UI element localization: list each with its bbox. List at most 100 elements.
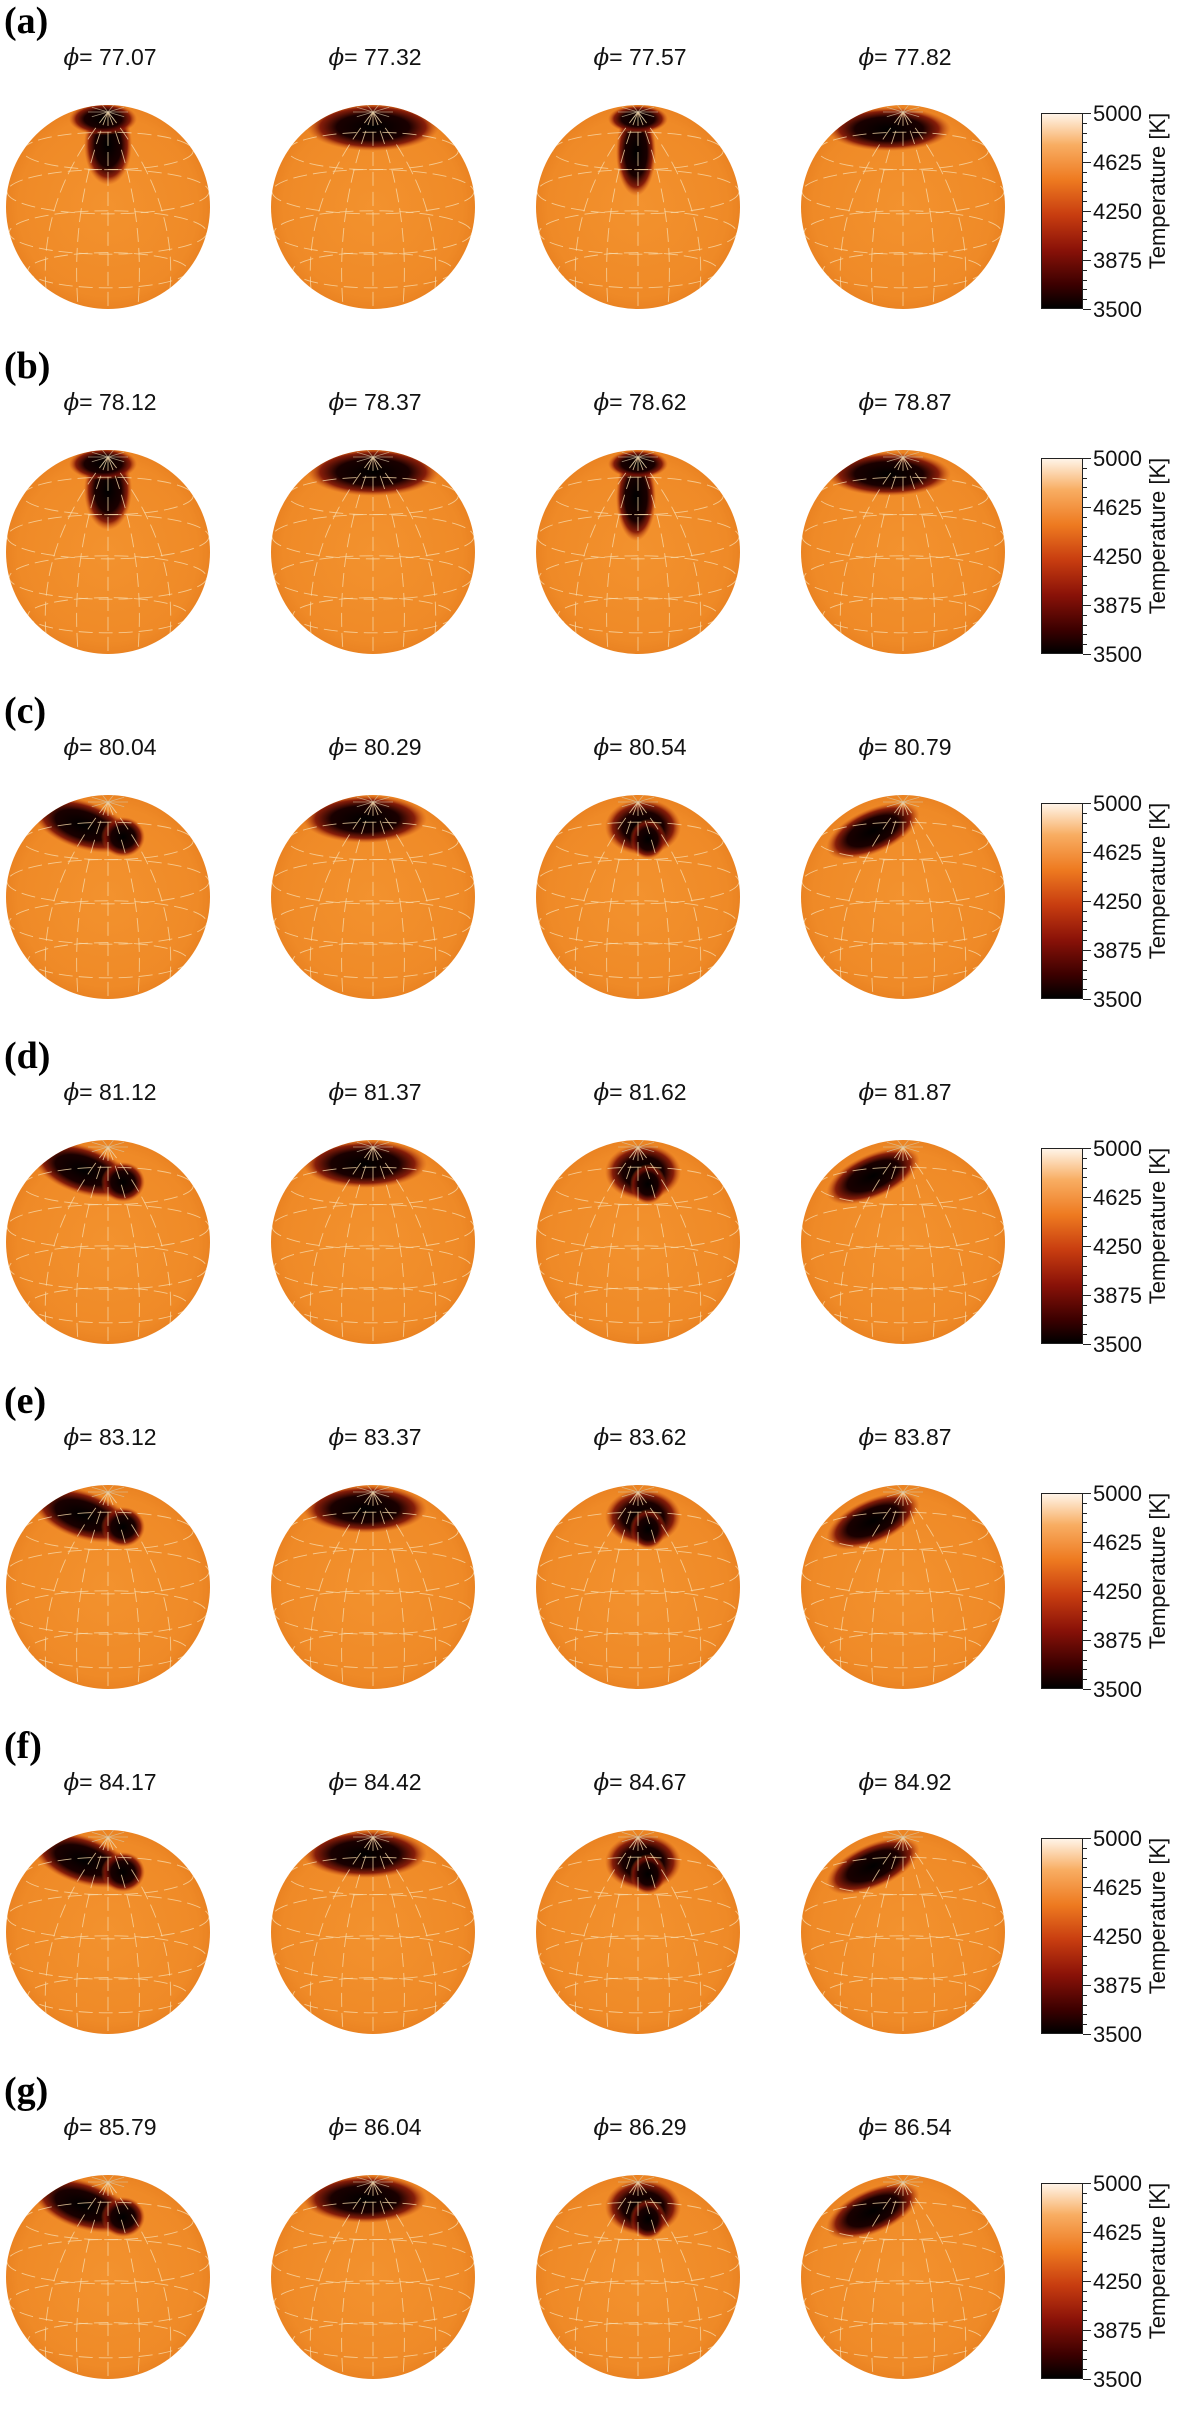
colorbar-tick — [1083, 861, 1087, 863]
colorbar-tick — [1083, 1177, 1087, 1179]
colorbar-tick — [1083, 595, 1087, 597]
colorbar-tick — [1083, 871, 1087, 873]
colorbar-tick — [1083, 1659, 1087, 1661]
star-surface-map — [536, 795, 740, 999]
colorbar-tick — [1083, 1148, 1091, 1149]
colorbar-tick — [1083, 654, 1091, 655]
cool-spot — [307, 450, 439, 496]
cool-spot — [827, 452, 951, 496]
phase-value: 77.32 — [363, 44, 422, 70]
cool-spot — [827, 107, 951, 151]
phase-value: 81.62 — [628, 1079, 687, 1105]
colorbar-tick — [1083, 142, 1087, 144]
colorbar-tick — [1083, 920, 1087, 922]
colorbar-tick — [1083, 822, 1087, 824]
colorbar-tick — [1083, 526, 1087, 528]
colorbar-tick — [1083, 230, 1087, 232]
colorbar-tick — [1083, 1197, 1091, 1198]
colorbar-tick — [1083, 1669, 1087, 1671]
colorbar-ticks — [1083, 2183, 1091, 2380]
phase-value: 81.12 — [98, 1079, 157, 1105]
colorbar-tick-label: 3875 — [1093, 593, 1142, 618]
stellar-disk — [536, 2175, 740, 2379]
star-projection — [536, 2175, 740, 2379]
colorbar-tick-label: 3500 — [1093, 987, 1142, 1012]
colorbar-tick-label: 4250 — [1093, 1234, 1142, 1259]
colorbar-tick — [1083, 2004, 1087, 2006]
panel-label: (e) — [4, 1380, 47, 1422]
colorbar-tick — [1083, 891, 1087, 893]
colorbar-tick — [1083, 832, 1087, 834]
temperature-colorbar — [1041, 803, 1083, 999]
star-surface-map — [536, 1140, 740, 1344]
colorbar-ticks — [1083, 1493, 1091, 1690]
colorbar-tick — [1083, 2359, 1087, 2361]
colorbar-tick-label: 4250 — [1093, 2269, 1142, 2294]
star-surface-map — [801, 1485, 1005, 1689]
colorbar-tick-label: 4625 — [1093, 1185, 1142, 1210]
star-projection — [801, 105, 1005, 309]
colorbar-tick-label: 3875 — [1093, 2318, 1142, 2343]
star-projection — [271, 105, 475, 309]
phi-symbol: ϕ — [328, 45, 345, 71]
phi-symbol: ϕ — [328, 390, 345, 416]
cool-spot — [303, 1830, 427, 1878]
star-surface-map — [6, 2175, 210, 2379]
phi-symbol: ϕ — [593, 45, 610, 71]
rotation-phase-label: ϕ= 85.79 — [63, 2114, 157, 2141]
phase-value: 85.79 — [98, 2114, 157, 2140]
phase-value: 80.04 — [98, 734, 157, 760]
phase-value: 84.42 — [363, 1769, 422, 1795]
star-projection — [271, 1485, 475, 1689]
colorbar-tick — [1083, 969, 1087, 971]
colorbar-tick — [1083, 950, 1091, 951]
phase-value: 83.62 — [628, 1424, 687, 1450]
colorbar-tick — [1083, 1157, 1087, 1159]
phi-symbol: ϕ — [858, 390, 875, 416]
colorbar-tick — [1083, 1295, 1091, 1296]
panel-label: (g) — [4, 2070, 49, 2112]
stellar-disk — [536, 450, 740, 654]
colorbar-tick — [1083, 516, 1087, 518]
temperature-colorbar — [1041, 1148, 1083, 1344]
colorbar-tick — [1083, 2271, 1087, 2273]
rotation-phase-label: ϕ= 81.37 — [328, 1079, 422, 1106]
colorbar-tick — [1083, 1838, 1091, 1839]
star-projection — [801, 450, 1005, 654]
star-surface-map — [536, 1830, 740, 2034]
star-projection — [271, 1830, 475, 2034]
cool-spot — [630, 2199, 666, 2239]
star-projection — [6, 795, 210, 999]
rotation-phase-label: ϕ= 83.37 — [328, 1424, 422, 1451]
stellar-disk — [6, 105, 210, 309]
colorbar-tick — [1083, 1285, 1087, 1287]
phi-symbol: ϕ — [858, 1770, 875, 1796]
colorbar-tick — [1083, 2300, 1087, 2302]
phi-symbol: ϕ — [858, 1425, 875, 1451]
colorbar-tick — [1083, 575, 1087, 577]
rotation-phase-label: ϕ= 83.87 — [858, 1424, 952, 1451]
colorbar-tick — [1083, 1167, 1087, 1169]
star-projection — [801, 1830, 1005, 2034]
phi-symbol: ϕ — [328, 1425, 345, 1451]
colorbar-tick — [1083, 1522, 1087, 1524]
rotation-phase-label: ϕ= 83.12 — [63, 1424, 157, 1451]
colorbar-tick — [1083, 152, 1087, 154]
star-projection — [6, 105, 210, 309]
star-surface-map — [271, 105, 475, 309]
colorbar-tick — [1083, 487, 1087, 489]
phase-value: 83.87 — [893, 1424, 952, 1450]
colorbar-tick — [1083, 122, 1087, 124]
rotation-phase-label: ϕ= 86.29 — [593, 2114, 687, 2141]
star-surface-map — [6, 1140, 210, 1344]
colorbar-tick-label: 5000 — [1093, 791, 1142, 816]
phi-symbol: ϕ — [858, 2115, 875, 2141]
colorbar-tick — [1083, 2290, 1087, 2292]
star-surface-map — [536, 450, 740, 654]
phase-value: 80.79 — [893, 734, 952, 760]
colorbar-tick — [1083, 2330, 1091, 2331]
cool-spot — [630, 819, 666, 859]
stellar-disk — [271, 450, 475, 654]
cool-spot — [303, 1140, 427, 1188]
stellar-disk — [271, 105, 475, 309]
